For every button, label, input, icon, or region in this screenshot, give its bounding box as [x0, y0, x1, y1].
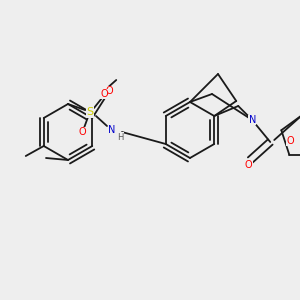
Text: H: H [117, 133, 123, 142]
Text: O: O [100, 89, 108, 99]
Text: O: O [244, 160, 252, 170]
Text: N: N [108, 125, 116, 135]
Text: O: O [78, 127, 86, 137]
Text: O: O [286, 136, 294, 146]
Text: N: N [249, 115, 256, 125]
Text: O: O [105, 86, 113, 96]
Text: S: S [86, 107, 94, 117]
